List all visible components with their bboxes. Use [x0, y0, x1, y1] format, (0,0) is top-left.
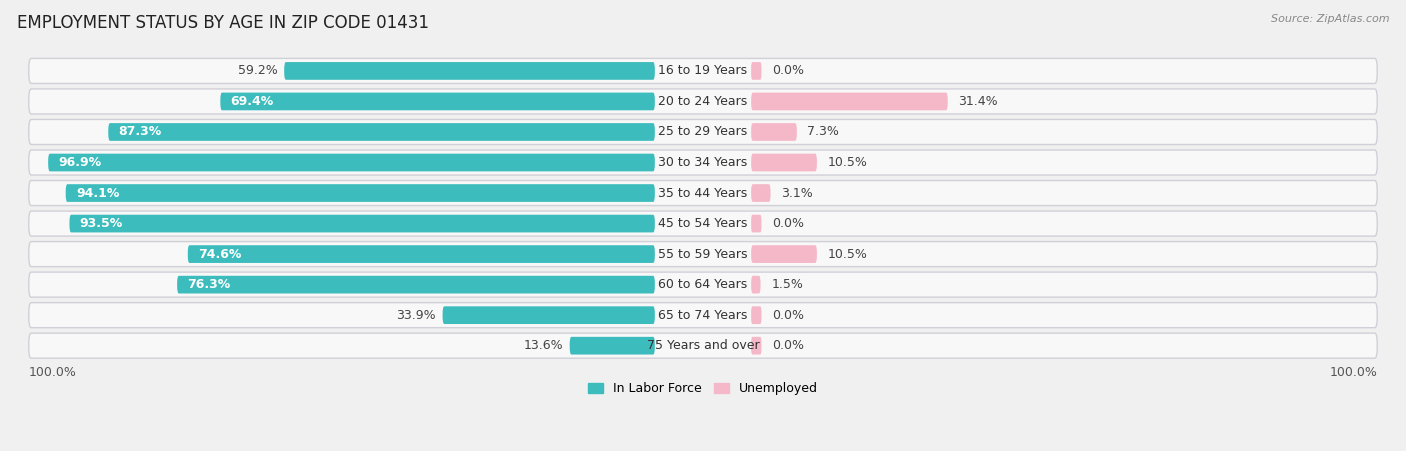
- FancyBboxPatch shape: [28, 59, 1378, 83]
- Text: 1.5%: 1.5%: [772, 278, 804, 291]
- Text: 74.6%: 74.6%: [198, 248, 242, 261]
- Text: 25 to 29 Years: 25 to 29 Years: [658, 125, 748, 138]
- Text: Source: ZipAtlas.com: Source: ZipAtlas.com: [1271, 14, 1389, 23]
- Text: 10.5%: 10.5%: [827, 248, 868, 261]
- FancyBboxPatch shape: [751, 184, 770, 202]
- FancyBboxPatch shape: [221, 92, 655, 110]
- Text: 93.5%: 93.5%: [80, 217, 124, 230]
- Text: 0.0%: 0.0%: [772, 217, 804, 230]
- Text: 96.9%: 96.9%: [59, 156, 101, 169]
- FancyBboxPatch shape: [751, 62, 762, 80]
- Text: 20 to 24 Years: 20 to 24 Years: [658, 95, 748, 108]
- Text: 60 to 64 Years: 60 to 64 Years: [658, 278, 748, 291]
- FancyBboxPatch shape: [751, 154, 817, 171]
- FancyBboxPatch shape: [751, 276, 761, 294]
- Text: 0.0%: 0.0%: [772, 339, 804, 352]
- FancyBboxPatch shape: [284, 62, 655, 80]
- FancyBboxPatch shape: [177, 276, 655, 294]
- Text: 31.4%: 31.4%: [957, 95, 998, 108]
- Text: 3.1%: 3.1%: [780, 187, 813, 199]
- Text: 59.2%: 59.2%: [238, 64, 277, 78]
- Text: 100.0%: 100.0%: [1329, 365, 1378, 378]
- Text: 0.0%: 0.0%: [772, 64, 804, 78]
- FancyBboxPatch shape: [443, 306, 655, 324]
- FancyBboxPatch shape: [751, 123, 797, 141]
- FancyBboxPatch shape: [188, 245, 655, 263]
- Text: 13.6%: 13.6%: [523, 339, 562, 352]
- FancyBboxPatch shape: [751, 245, 817, 263]
- FancyBboxPatch shape: [108, 123, 655, 141]
- Text: 30 to 34 Years: 30 to 34 Years: [658, 156, 748, 169]
- FancyBboxPatch shape: [69, 215, 655, 232]
- FancyBboxPatch shape: [48, 154, 655, 171]
- Text: 16 to 19 Years: 16 to 19 Years: [658, 64, 748, 78]
- Text: 87.3%: 87.3%: [118, 125, 162, 138]
- FancyBboxPatch shape: [569, 337, 655, 354]
- FancyBboxPatch shape: [28, 211, 1378, 236]
- Text: 55 to 59 Years: 55 to 59 Years: [658, 248, 748, 261]
- FancyBboxPatch shape: [66, 184, 655, 202]
- Text: 10.5%: 10.5%: [827, 156, 868, 169]
- Text: 0.0%: 0.0%: [772, 308, 804, 322]
- Text: 45 to 54 Years: 45 to 54 Years: [658, 217, 748, 230]
- Text: 7.3%: 7.3%: [807, 125, 839, 138]
- FancyBboxPatch shape: [751, 306, 762, 324]
- Text: 35 to 44 Years: 35 to 44 Years: [658, 187, 748, 199]
- FancyBboxPatch shape: [751, 215, 762, 232]
- FancyBboxPatch shape: [28, 303, 1378, 328]
- FancyBboxPatch shape: [28, 180, 1378, 206]
- Text: 76.3%: 76.3%: [187, 278, 231, 291]
- FancyBboxPatch shape: [28, 242, 1378, 267]
- Text: 75 Years and over: 75 Years and over: [647, 339, 759, 352]
- Text: 65 to 74 Years: 65 to 74 Years: [658, 308, 748, 322]
- FancyBboxPatch shape: [28, 150, 1378, 175]
- Text: 100.0%: 100.0%: [28, 365, 77, 378]
- Text: EMPLOYMENT STATUS BY AGE IN ZIP CODE 01431: EMPLOYMENT STATUS BY AGE IN ZIP CODE 014…: [17, 14, 429, 32]
- FancyBboxPatch shape: [28, 120, 1378, 144]
- FancyBboxPatch shape: [28, 333, 1378, 358]
- FancyBboxPatch shape: [751, 337, 762, 354]
- Text: 94.1%: 94.1%: [76, 187, 120, 199]
- Text: 69.4%: 69.4%: [231, 95, 274, 108]
- FancyBboxPatch shape: [751, 92, 948, 110]
- FancyBboxPatch shape: [28, 272, 1378, 297]
- Legend: In Labor Force, Unemployed: In Labor Force, Unemployed: [583, 377, 823, 400]
- FancyBboxPatch shape: [28, 89, 1378, 114]
- Text: 33.9%: 33.9%: [396, 308, 436, 322]
